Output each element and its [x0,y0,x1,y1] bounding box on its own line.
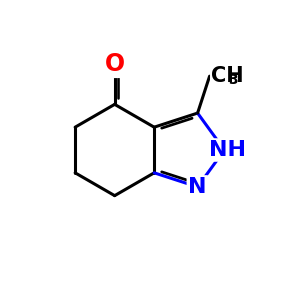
Text: N: N [188,177,207,197]
Text: CH: CH [211,66,244,86]
Text: O: O [105,52,125,76]
Text: 3: 3 [228,73,238,87]
Text: NH: NH [209,140,247,160]
